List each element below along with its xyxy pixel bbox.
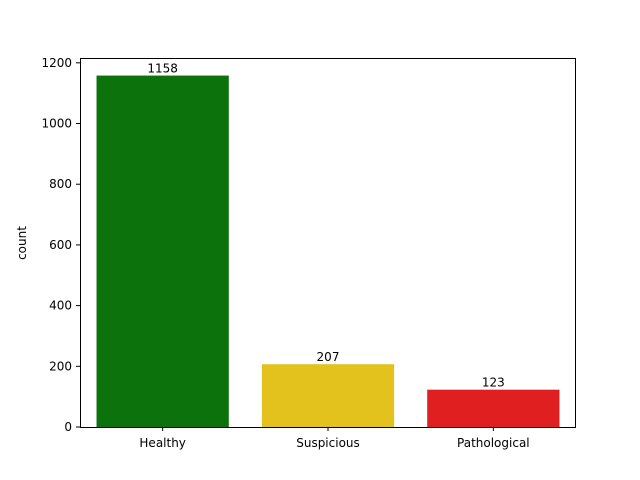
y-tick-label-1000: 1000 (41, 117, 72, 131)
x-tick-label-suspicious: Suspicious (296, 436, 360, 450)
bar-healthy (96, 75, 229, 428)
y-tick-label-400: 400 (49, 299, 72, 313)
data-label-healthy: 1158 (147, 62, 178, 76)
y-tick-label-200: 200 (49, 359, 72, 373)
y-tick-label-600: 600 (49, 238, 72, 252)
bars (96, 75, 560, 428)
data-labels: 1158 207 123 (147, 62, 504, 390)
plot-frame (80, 58, 576, 428)
data-label-suspicious: 207 (317, 350, 340, 364)
x-axis-ticks: Healthy Suspicious Pathological (139, 427, 530, 450)
x-tick-label-healthy: Healthy (139, 436, 186, 450)
y-tick-label-0: 0 (64, 420, 72, 434)
bar-suspicious (261, 364, 395, 427)
y-axis-ticks: 0 200 400 600 800 1000 1200 (41, 56, 80, 434)
y-tick-label-800: 800 (49, 177, 72, 191)
y-tick-label-1200: 1200 (41, 56, 72, 70)
bar-pathological (427, 389, 560, 427)
x-tick-label-pathological: Pathological (457, 436, 530, 450)
data-label-pathological: 123 (482, 376, 505, 390)
y-axis-label: count (15, 226, 29, 260)
